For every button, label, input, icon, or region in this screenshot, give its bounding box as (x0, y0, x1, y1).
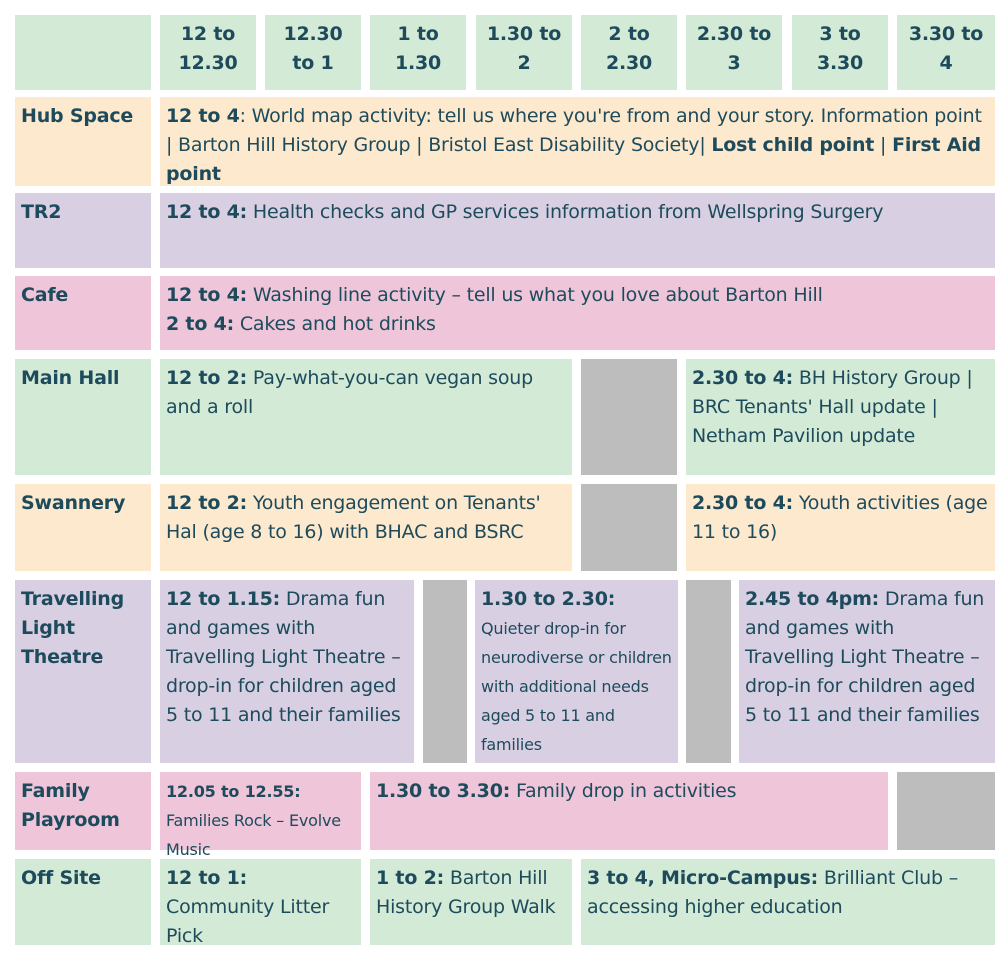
activity-time: 12 to 4 (166, 105, 240, 127)
activity-time: 12 to 2: (166, 367, 248, 389)
activity-cell: 12 to 4: Health checks and GP services i… (160, 193, 995, 268)
header-corner-cell (15, 15, 151, 90)
activity-cell: 12 to 4: World map activity: tell us whe… (160, 97, 995, 186)
time-slot-header: 3 to 3.30 (792, 15, 888, 90)
time-slot-header: 12.30 to 1 (265, 15, 361, 90)
activity-text: Youth engagement on Tenants' Hal (age 8 … (166, 492, 541, 543)
time-slot-header: 3.30 to 4 (897, 15, 995, 90)
time-slot-header: 2.30 to 3 (686, 15, 782, 90)
activity-time: 12 to 4: (166, 201, 248, 223)
row-label: Swannery (15, 484, 151, 571)
activity-time: 2.30 to 4: (692, 492, 794, 514)
activity-cell: 12 to 2: Pay-what-you-can vegan soup and… (160, 359, 572, 475)
activity-text: | (874, 134, 893, 156)
activity-cell: 2.30 to 4: BH History Group | BRC Tenant… (686, 359, 995, 475)
activity-text: : World map activity: tell us where you'… (166, 105, 982, 156)
activity-text: Youth activities (age 11 to 16) (692, 492, 988, 543)
row-label: Main Hall (15, 359, 151, 475)
activity-cell: 1 to 2: Barton Hill History Group Walk (370, 859, 572, 945)
row-label: Family Playroom (15, 772, 151, 850)
activity-text: Family drop in activities (510, 780, 737, 802)
activity-time: 12 to 2: (166, 492, 248, 514)
empty-slot (581, 484, 677, 571)
activity-cell: 12.05 to 12.55: Families Rock – Evolve Mu… (160, 772, 361, 859)
activity-text: Quieter drop-in for neurodiverse or chil… (481, 619, 672, 754)
activity-time: 2.45 to 4pm: (745, 588, 880, 610)
activity-time: Lost child point (711, 134, 875, 156)
empty-slot (581, 359, 677, 475)
activity-time: 1 to 2: (376, 867, 445, 889)
activity-text: Barton Hill History Group Walk (376, 867, 556, 918)
activity-cell: 12 to 1: Community Litter Pick (160, 859, 361, 947)
activity-time: 2 to 4: (166, 313, 235, 335)
activity-text: Washing line activity – tell us what you… (247, 284, 823, 306)
activity-time: 12 to 1: (166, 867, 248, 889)
activity-time: 12.05 to 12.55: (166, 782, 301, 801)
activity-text: BH History Group | BRC Tenants' Hall upd… (692, 367, 973, 447)
empty-slot (423, 580, 467, 763)
activity-time: 1.30 to 2.30: (481, 588, 616, 610)
time-slot-header: 2 to 2.30 (581, 15, 677, 90)
activity-text: Families Rock – Evolve Music (166, 811, 341, 859)
empty-slot (897, 772, 995, 850)
activity-time: 12 to 1.15: (166, 588, 281, 610)
activity-text: Drama fun and games with Travelling Ligh… (166, 588, 401, 726)
row-label: TR2 (15, 193, 151, 268)
row-label: Hub Space (15, 97, 151, 186)
activity-text: Drama fun and games with Travelling Ligh… (745, 588, 985, 726)
activity-cell: 12 to 2: Youth engagement on Tenants' Ha… (160, 484, 572, 571)
activity-time: 12 to 4: (166, 284, 248, 306)
activity-cell: 1.30 to 3.30: Family drop in activities (370, 772, 888, 850)
row-label: Cafe (15, 276, 151, 350)
activity-text: Cakes and hot drinks (234, 313, 436, 335)
activity-time: 2.30 to 4: (692, 367, 794, 389)
activity-text: Brilliant Club – accessing higher educat… (587, 867, 958, 918)
row-label: Off Site (15, 859, 151, 945)
time-slot-header: 1 to 1.30 (370, 15, 466, 90)
activity-time: 3 to 4, Micro-Campus: (587, 867, 819, 889)
row-label: Travelling Light Theatre (15, 580, 151, 763)
activity-cell: 12 to 1.15: Drama fun and games with Tra… (160, 580, 414, 763)
time-slot-header: 1.30 to 2 (476, 15, 572, 90)
activity-cell: 2.45 to 4pm: Drama fun and games with Tr… (739, 580, 995, 763)
activity-text: Pay-what-you-can vegan soup and a roll (166, 367, 533, 418)
activity-cell: 3 to 4, Micro-Campus: Brilliant Club – a… (581, 859, 995, 945)
activity-cell: 1.30 to 2.30: Quieter drop-in for neurodi… (475, 580, 678, 763)
empty-slot (686, 580, 731, 763)
activity-time: 1.30 to 3.30: (376, 780, 511, 802)
activity-text: Community Litter Pick (166, 896, 330, 947)
activity-text: Health checks and GP services informatio… (247, 201, 884, 223)
activity-cell: 2.30 to 4: Youth activities (age 11 to 1… (686, 484, 995, 571)
time-slot-header: 12 to 12.30 (160, 15, 256, 90)
activity-cell: 12 to 4: Washing line activity – tell us… (160, 276, 995, 350)
activity-time: First Aid point (166, 134, 981, 185)
